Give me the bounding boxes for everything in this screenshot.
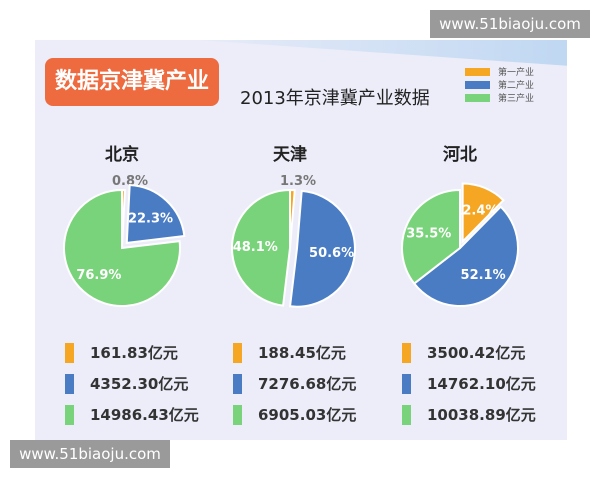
legend-swatch <box>465 80 490 89</box>
pie-label-hebei-1: 12.4% <box>453 203 498 218</box>
value-swatch <box>233 373 242 394</box>
legend-item: 第三产业 <box>465 91 534 104</box>
value-text: 7276.68亿元 <box>258 375 357 393</box>
chart-title: 2013年京津冀产业数据 <box>240 88 430 109</box>
values-hebei: 3500.42亿元 14762.10亿元 10038.89亿元 <box>402 337 536 430</box>
watermark-bottom: www.51biaoju.com <box>10 440 170 468</box>
value-row: 7276.68亿元 <box>233 368 356 399</box>
legend-label: 第一产业 <box>498 68 535 78</box>
city-title-tianjin: 天津 <box>273 145 307 165</box>
city-title-beijing: 北京 <box>105 145 139 165</box>
legend: 第一产业 第二产业 第三产业 <box>465 65 534 104</box>
pie-slice-hebei-1 <box>461 182 505 244</box>
pie-slice-beijing-2 <box>125 183 186 245</box>
legend-item: 第一产业 <box>465 65 534 78</box>
value-text: 14762.10亿元 <box>427 375 536 393</box>
value-swatch <box>65 342 74 363</box>
value-swatch <box>65 373 74 394</box>
pie-label-hebei-3: 35.5% <box>406 227 451 242</box>
city-title-hebei: 河北 <box>443 145 477 165</box>
value-row: 161.83亿元 <box>65 337 199 368</box>
value-text: 6905.03亿元 <box>258 406 357 424</box>
value-row: 14986.43亿元 <box>65 399 199 430</box>
value-swatch <box>233 342 242 363</box>
value-swatch <box>65 404 74 425</box>
pie-label-tianjin-3: 48.1% <box>233 240 278 255</box>
pie-slice-beijing-3 <box>63 188 181 307</box>
pie-label-tianjin-1: 1.3% <box>280 174 316 189</box>
pie-label-beijing-2: 22.3% <box>128 211 173 226</box>
value-text: 3500.42亿元 <box>427 344 526 362</box>
value-text: 161.83亿元 <box>90 344 178 362</box>
watermark-top: www.51biaoju.com <box>430 10 590 38</box>
pie-label-beijing-3: 76.9% <box>76 268 121 283</box>
legend-swatch <box>465 67 490 76</box>
legend-label: 第二产业 <box>498 81 535 91</box>
value-swatch <box>233 404 242 425</box>
value-row: 6905.03亿元 <box>233 399 356 430</box>
header-badge: 数据京津冀产业 <box>45 58 219 106</box>
legend-item: 第二产业 <box>465 78 534 91</box>
value-row: 10038.89亿元 <box>402 399 536 430</box>
value-text: 14986.43亿元 <box>90 406 199 424</box>
value-swatch <box>402 342 411 363</box>
pie-slice-tianjin-2 <box>288 189 356 308</box>
pie-slice-tianjin-3 <box>231 188 291 307</box>
pie-charts: 0.8%22.3%76.9%1.3%50.6%48.1%12.4%52.1%35… <box>63 174 519 308</box>
pie-label-hebei-2: 52.1% <box>461 268 506 283</box>
value-row: 4352.30亿元 <box>65 368 199 399</box>
value-text: 10038.89亿元 <box>427 406 536 424</box>
value-row: 3500.42亿元 <box>402 337 536 368</box>
pie-slice-hebei-3 <box>401 188 461 285</box>
pie-label-tianjin-2: 50.6% <box>309 246 354 261</box>
value-row: 188.45亿元 <box>233 337 356 368</box>
legend-label: 第三产业 <box>498 94 535 104</box>
value-row: 14762.10亿元 <box>402 368 536 399</box>
legend-swatch <box>465 93 490 102</box>
value-text: 188.45亿元 <box>258 344 346 362</box>
value-swatch <box>402 404 411 425</box>
value-swatch <box>402 373 411 394</box>
value-text: 4352.30亿元 <box>90 375 189 393</box>
infographic-panel: 数据京津冀产业 2013年京津冀产业数据 第一产业 第二产业 第三产业 北京 天… <box>35 40 567 440</box>
pie-slice-hebei-2 <box>412 205 519 307</box>
values-tianjin: 188.45亿元 7276.68亿元 6905.03亿元 <box>233 337 356 430</box>
values-beijing: 161.83亿元 4352.30亿元 14986.43亿元 <box>65 337 199 430</box>
